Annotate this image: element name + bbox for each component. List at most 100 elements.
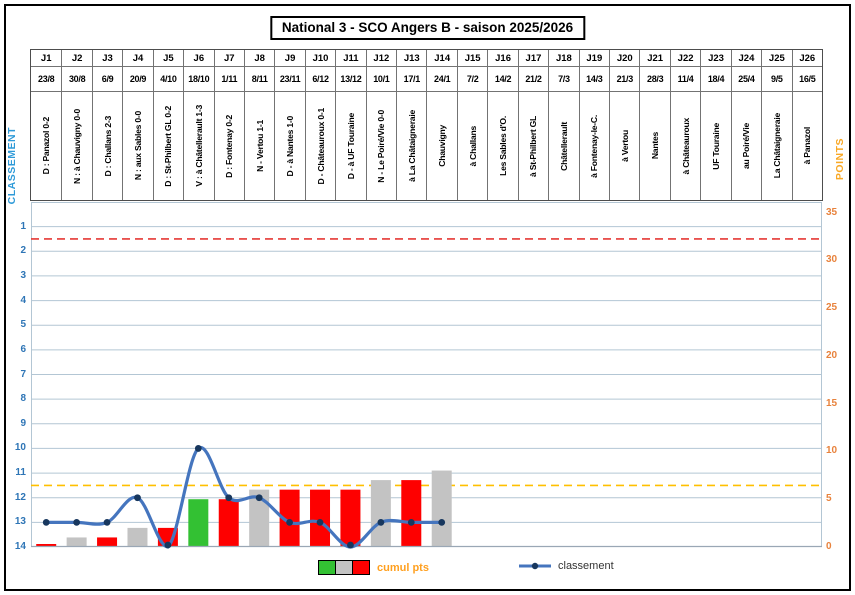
- legend-draw-swatch: [335, 560, 353, 575]
- chart-legend: cumul pts classement: [0, 558, 855, 580]
- journee-date: 16/5: [792, 67, 822, 92]
- journee-date: 1/11: [214, 67, 244, 92]
- right-axis-title: POINTS: [834, 138, 846, 181]
- right-axis-tick: 25: [826, 302, 838, 314]
- right-axis-tick: 0: [826, 541, 832, 552]
- journee-opponent: à Challans: [467, 125, 478, 167]
- journee-label: J22: [670, 50, 701, 67]
- left-axis-tick: 4: [20, 294, 26, 306]
- journee-column: J23 18/4 UF Touraine: [700, 50, 731, 200]
- journee-column: J1 23/8 D : Panazol 0-2: [31, 50, 62, 200]
- journee-opponent: Châtellerault: [558, 121, 569, 171]
- journee-opponent: à La Châtaigneraie: [406, 110, 417, 182]
- journee-opponent: D : St-Philbert GL 0-2: [163, 105, 174, 187]
- left-axis-tick: 9: [20, 417, 26, 429]
- journee-opponent: UF Touraine: [711, 122, 721, 170]
- journee-label: J12: [366, 50, 397, 67]
- journee-label: J18: [549, 50, 579, 67]
- left-axis-tick: 2: [20, 245, 26, 257]
- journee-date: 13/12: [336, 67, 366, 92]
- left-axis-tick: 3: [20, 269, 26, 281]
- journee-opponent: à Châteauroux: [680, 117, 691, 175]
- journee-opponent: N - Le Poiré/Vie 0-0: [376, 109, 387, 183]
- classement-point: [377, 518, 385, 526]
- journee-date: 8/11: [244, 67, 275, 92]
- right-axis-tick: 5: [826, 493, 832, 505]
- legend-line-sample: [519, 562, 551, 570]
- journee-label: J26: [792, 50, 822, 67]
- journee-date: 10/1: [366, 67, 397, 92]
- journee-label: J10: [305, 50, 336, 67]
- cumul-pts-bar: [97, 537, 118, 547]
- journee-opponent: N - Vertou 1-1: [254, 120, 265, 172]
- classement-line: [44, 446, 444, 549]
- journee-opponent: à Fontenay-le-C.: [589, 114, 600, 178]
- journee-opponent: D - à UF Touraine: [345, 112, 356, 180]
- cumul-pts-bar: [249, 489, 270, 547]
- left-axis-tick: 1: [20, 220, 26, 232]
- classement-point: [73, 518, 81, 526]
- classement-point: [164, 541, 172, 549]
- page-title: National 3 - SCO Angers B - saison 2025/…: [269, 16, 586, 40]
- journee-column: J15 7/2 à Challans: [456, 50, 488, 200]
- classement-point: [225, 494, 233, 502]
- journee-date: 28/3: [640, 67, 670, 92]
- left-axis-tick: 8: [20, 393, 26, 405]
- journee-column: J10 6/12 D - Châteauroux 0-1: [304, 50, 336, 200]
- journee-opponent: Chauvigny: [437, 125, 448, 167]
- legend-classement: classement: [518, 560, 614, 572]
- journee-opponent: Nantes: [650, 132, 661, 160]
- journee-date: 30/8: [62, 67, 92, 92]
- journee-column: J5 4/10 D : St-Philbert GL 0-2: [152, 50, 184, 200]
- journee-label: J1: [31, 50, 62, 67]
- journee-column: J6 18/10 V : à Châtellerault 1-3: [183, 50, 214, 200]
- classement-point: [255, 494, 263, 502]
- journee-column: J14 24/1 Chauvigny: [426, 50, 457, 200]
- journee-label: J19: [579, 50, 610, 67]
- journee-column: J19 14/3 à Fontenay-le-C.: [578, 50, 610, 200]
- journee-column: J8 8/11 N - Vertou 1-1: [243, 50, 275, 200]
- left-axis-tick: 12: [14, 491, 26, 503]
- classement-point: [134, 494, 141, 502]
- classement-point: [286, 518, 293, 526]
- journee-date: 20/9: [123, 67, 153, 92]
- cumul-pts-bar: [188, 499, 209, 547]
- journee-label: J7: [214, 50, 244, 67]
- journee-date: 25/4: [731, 67, 762, 92]
- journee-label: J4: [123, 50, 153, 67]
- journee-column: J11 13/12 D - à UF Touraine: [335, 50, 366, 200]
- journee-opponent: à Vertou: [619, 130, 630, 162]
- journee-opponent: à Panazol: [802, 127, 813, 165]
- chart-plot-area: [31, 202, 822, 549]
- classement-point: [42, 518, 50, 526]
- journee-column: J16 14/2 Les Sables d'O.: [487, 50, 518, 200]
- journee-opponent: D : Challans 2-3: [102, 115, 113, 177]
- legend-win-swatch: [318, 560, 336, 575]
- journee-opponent: D : Fontenay 0-2: [224, 114, 235, 178]
- journee-date: 18/4: [701, 67, 731, 92]
- journee-label: J14: [427, 50, 457, 67]
- journee-label: J2: [62, 50, 92, 67]
- right-axis-tick: 15: [826, 397, 838, 409]
- left-axis-tick: 13: [14, 516, 26, 528]
- classement-point: [407, 518, 415, 526]
- journee-label: J17: [518, 50, 549, 67]
- journee-column: J12 10/1 N - Le Poiré/Vie 0-0: [365, 50, 397, 200]
- classement-point: [438, 518, 446, 526]
- journee-label: J24: [731, 50, 762, 67]
- left-axis-tick: 6: [20, 343, 26, 355]
- journee-date: 23/8: [31, 67, 62, 92]
- journee-opponent: D - à Nantes 1-0: [285, 115, 296, 177]
- cumul-pts-bar: [127, 527, 148, 547]
- journee-label: J5: [153, 50, 184, 67]
- journee-opponent: La Châtaigneraie: [771, 113, 782, 179]
- cumul-pts-bar: [401, 480, 422, 547]
- cumul-pts-bar: [66, 537, 87, 547]
- cumul-pts-bar: [340, 489, 361, 547]
- journee-label: J23: [701, 50, 731, 67]
- journee-label: J6: [184, 50, 214, 67]
- right-axis-tick: 20: [826, 349, 838, 361]
- legend-classement-label: classement: [558, 560, 614, 572]
- journee-opponent: D : Panazol 0-2: [41, 117, 52, 175]
- journee-column: J13 17/1 à La Châtaigneraie: [396, 50, 427, 200]
